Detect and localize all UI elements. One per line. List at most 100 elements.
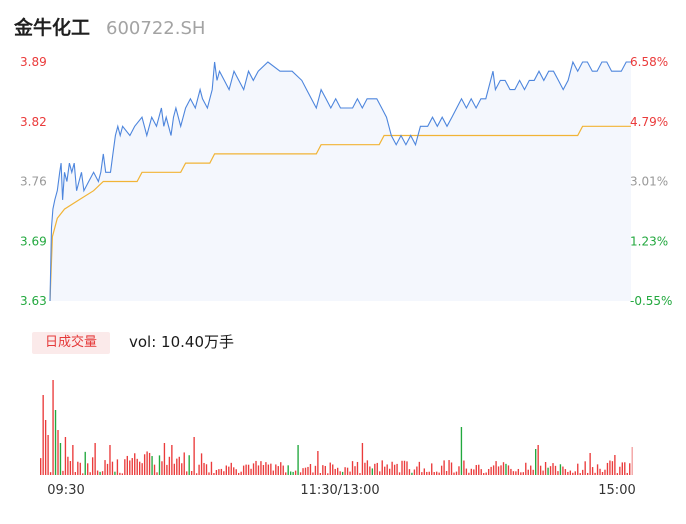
volume-bar [426,471,428,475]
volume-bar [473,469,475,475]
volume-bar [131,458,133,475]
volume-bar [517,468,520,475]
volume-bar [121,473,124,475]
volume-bar [492,465,495,475]
volume-bar [341,471,344,475]
volume-bar [337,467,339,475]
volume-bar [369,466,371,475]
volume-bar [525,462,527,475]
volume-bar [500,465,502,475]
volume-value: 10.40万手 [161,333,234,351]
volume-bar [139,461,141,475]
volume-bar [445,470,448,475]
volume-bar [44,420,47,475]
volume-bar [153,464,156,475]
volume-bar [314,465,317,475]
volume-readout: vol: 10.40万手 [129,332,234,352]
volume-bar [361,443,364,475]
stock-code: 600722.SH [106,18,206,39]
volume-bar [428,471,430,475]
volume-bar [270,463,272,475]
volume-bar [285,472,287,475]
volume-bar [346,467,349,475]
volume-bar [512,471,515,475]
volume-bar [339,471,341,475]
volume-bar [240,471,242,475]
volume-bar [158,455,161,475]
title-bar: 金牛化工 600722.SH [14,13,205,39]
volume-bar [351,461,354,475]
volume-bar [47,435,49,475]
right-axis-ticks: 6.58% 4.79% 3.01% 1.23% -0.55% [630,55,672,308]
volume-bar [148,452,151,475]
right-tick-label: 6.58% [630,55,668,69]
volume-bar [406,461,408,475]
volume-bar [384,466,386,475]
volume-bar [218,469,220,475]
volume-bar [242,465,245,475]
volume-bar [52,380,54,475]
volume-bar [624,462,626,475]
time-tick-label: 15:00 [598,483,635,498]
volume-bar [549,466,552,475]
volume-bar [596,464,599,475]
volume-bar [510,468,512,475]
volume-bar [262,465,265,475]
volume-bar [119,472,121,475]
volume-bar [356,461,359,475]
volume-bar [505,463,507,475]
volume-bar [101,471,104,475]
volume-bar [72,445,74,475]
volume-bar [455,471,458,475]
volume-bar [79,462,81,475]
volume-bar [252,463,255,475]
stock-name: 金牛化工 [14,17,91,39]
volume-bar [302,468,304,475]
volume-bar [443,460,445,475]
volume-bar [74,472,77,475]
volume-bar [188,455,190,475]
left-axis-ticks: 3.89 3.82 3.76 3.69 3.63 [20,55,47,308]
volume-bar [193,437,195,475]
volume-bar [235,469,237,475]
volume-bar [129,460,131,475]
volume-bar [69,461,72,475]
volume-bar [527,469,529,475]
volume-bar [364,462,366,475]
volume-bar [391,461,393,475]
volume-bar [463,460,465,475]
volume-bar [99,471,101,475]
volume-bar [577,463,579,475]
volume-bar [460,427,463,475]
volume-bar [433,472,435,475]
left-tick-label: 3.89 [20,55,47,69]
volume-bar [582,469,584,475]
volume-bar [594,472,596,475]
volume-bar [626,472,628,475]
volume-bar [77,461,79,475]
volume-bar [82,473,84,475]
volume-bar [200,453,203,475]
volume-bar [535,449,537,475]
volume-bar [487,468,490,475]
volume-bar [601,472,604,475]
volume-bar [228,466,230,475]
daily-volume-tab[interactable]: 日成交量 [32,332,110,354]
volume-bar [572,472,574,475]
volume-bar [215,469,218,475]
volume-bar [584,461,586,475]
volume-bar [349,471,351,475]
volume-bar [324,465,326,475]
volume-bar [478,464,480,475]
volume-bar [554,465,557,475]
volume-bar [233,467,235,475]
volume-bar [619,466,621,475]
volume-bar [89,472,91,475]
volume-bar [329,462,331,475]
volume-bar [49,472,52,475]
volume-bar [371,468,374,475]
volume-bar [416,466,418,475]
volume-bar [223,471,225,475]
volume-bar [292,471,294,475]
volume-bar [111,461,114,475]
